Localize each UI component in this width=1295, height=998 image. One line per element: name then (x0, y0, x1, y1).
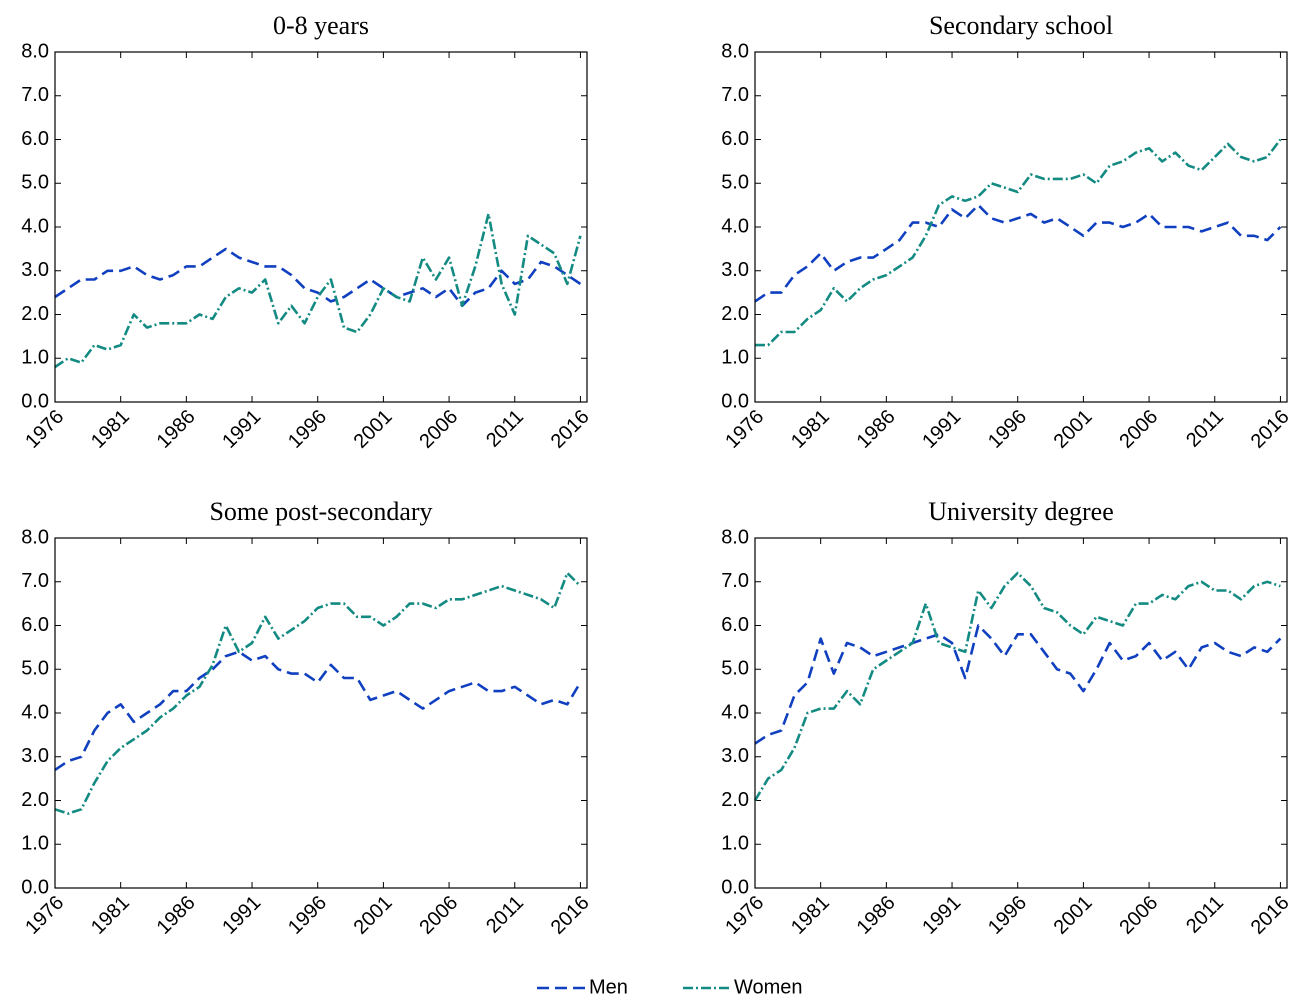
x-tick-label: 1976 (21, 406, 68, 453)
x-tick-label: 2001 (350, 892, 397, 939)
x-tick-label: 1981 (87, 406, 134, 453)
x-tick-label: 1991 (218, 892, 265, 939)
x-tick-label: 1981 (787, 892, 834, 939)
series-line (54, 571, 582, 815)
x-tick-label: 1986 (153, 406, 200, 453)
x-tick-label: 2016 (1247, 892, 1294, 939)
plot-frame (54, 51, 588, 403)
y-tick-label: 6.0 (721, 614, 749, 636)
y-tick-label: 5.0 (721, 172, 749, 194)
series-line (54, 650, 582, 771)
y-tick-label: 1.0 (721, 347, 749, 369)
y-tick-label: 3.0 (21, 745, 49, 767)
x-tick-label: 1981 (87, 892, 134, 939)
series-line (754, 203, 1282, 303)
y-tick-label: 2.0 (721, 789, 749, 811)
x-tick-label: 1986 (853, 406, 900, 453)
x-tick-label: 2006 (1115, 892, 1162, 939)
y-tick-label: 1.0 (721, 833, 749, 855)
plot-frame (754, 51, 1288, 403)
chart-title: Some post-secondary (209, 497, 432, 526)
x-tick-label: 2011 (1182, 892, 1228, 938)
y-tick-label: 5.0 (21, 658, 49, 680)
chart-title: Secondary school (929, 11, 1113, 40)
y-tick-label: 0.0 (721, 390, 749, 412)
y-tick-label: 3.0 (721, 259, 749, 281)
x-tick-label: 2011 (482, 406, 528, 452)
series-line (54, 247, 582, 308)
x-tick-label: 1996 (984, 892, 1031, 939)
y-tick-label: 6.0 (21, 614, 49, 636)
y-tick-label: 0.0 (721, 876, 749, 898)
chart-title: University degree (928, 497, 1114, 526)
y-tick-label: 8.0 (721, 40, 749, 62)
y-tick-label: 6.0 (21, 128, 49, 150)
x-tick-label: 1986 (853, 892, 900, 939)
y-tick-label: 1.0 (21, 833, 49, 855)
legend-label: Women (734, 976, 803, 998)
x-tick-label: 1991 (218, 406, 265, 453)
x-tick-label: 1976 (721, 892, 768, 939)
y-tick-label: 4.0 (21, 701, 49, 723)
legend-label: Men (589, 976, 628, 998)
x-tick-label: 1981 (787, 406, 834, 453)
x-tick-label: 2001 (350, 406, 397, 453)
y-tick-label: 2.0 (21, 303, 49, 325)
x-tick-label: 2001 (1050, 406, 1097, 453)
y-tick-label: 4.0 (21, 215, 49, 237)
x-tick-label: 2006 (415, 892, 462, 939)
series-line (754, 624, 1282, 745)
y-tick-label: 1.0 (21, 347, 49, 369)
y-tick-label: 8.0 (721, 526, 749, 548)
plot-frame (54, 537, 588, 889)
y-tick-label: 5.0 (21, 172, 49, 194)
y-tick-label: 5.0 (721, 658, 749, 680)
x-tick-label: 2006 (1115, 406, 1162, 453)
y-tick-label: 4.0 (721, 215, 749, 237)
x-tick-label: 2011 (482, 892, 528, 938)
chart-title: 0-8 years (273, 11, 369, 40)
series-line (755, 138, 1282, 347)
x-tick-label: 1991 (918, 892, 965, 939)
x-tick-label: 2011 (1182, 406, 1228, 452)
y-tick-label: 3.0 (721, 745, 749, 767)
x-tick-label: 1986 (153, 892, 200, 939)
x-tick-label: 2016 (547, 406, 594, 453)
y-tick-label: 7.0 (721, 570, 749, 592)
x-tick-label: 1996 (284, 892, 331, 939)
plot-frame (754, 537, 1288, 889)
x-tick-label: 1976 (21, 892, 68, 939)
y-tick-label: 2.0 (21, 789, 49, 811)
y-tick-label: 8.0 (21, 526, 49, 548)
y-tick-label: 7.0 (21, 570, 49, 592)
y-tick-label: 3.0 (21, 259, 49, 281)
x-tick-label: 1991 (918, 406, 965, 453)
series-line (753, 571, 1281, 802)
x-tick-label: 2006 (415, 406, 462, 453)
y-tick-label: 2.0 (721, 303, 749, 325)
y-tick-label: 0.0 (21, 390, 49, 412)
x-tick-label: 2001 (1050, 892, 1097, 939)
y-tick-label: 6.0 (721, 128, 749, 150)
x-tick-label: 2016 (547, 892, 594, 939)
y-tick-label: 7.0 (721, 84, 749, 106)
x-tick-label: 1976 (721, 406, 768, 453)
series-line (54, 212, 582, 369)
x-tick-label: 1996 (984, 406, 1031, 453)
x-tick-label: 2016 (1247, 406, 1294, 453)
x-tick-label: 1996 (284, 406, 331, 453)
y-tick-label: 7.0 (21, 84, 49, 106)
y-tick-label: 4.0 (721, 701, 749, 723)
y-tick-label: 0.0 (21, 876, 49, 898)
y-tick-label: 8.0 (21, 40, 49, 62)
